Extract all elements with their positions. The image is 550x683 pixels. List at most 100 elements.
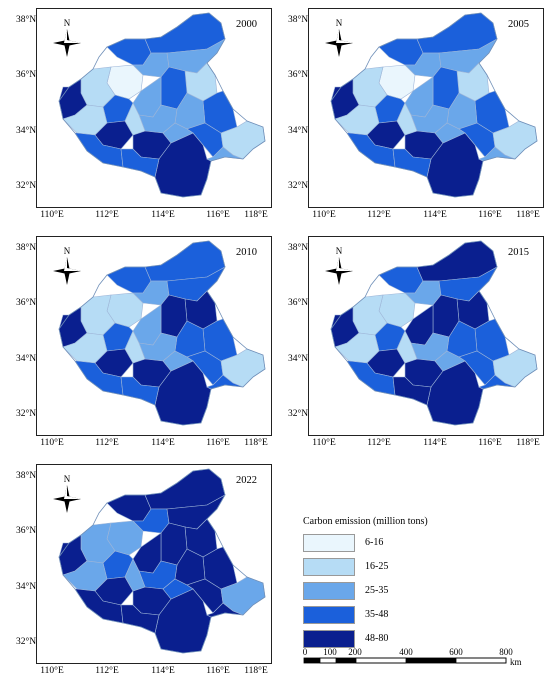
latitude-label: 38°N: [288, 15, 309, 25]
legend-label: 35-48: [365, 609, 389, 620]
svg-text:N: N: [64, 246, 71, 256]
longitude-label: 118°E: [516, 210, 540, 220]
region: [434, 122, 466, 144]
region: [106, 38, 152, 66]
latitude-label: 34°N: [16, 582, 37, 592]
legend-label: 25-35: [365, 585, 389, 596]
scale-label: 600: [449, 647, 463, 657]
latitude-label: 38°N: [16, 471, 37, 481]
longitude-label: 110°E: [40, 666, 64, 676]
legend-title: Carbon emission (million tons): [303, 516, 428, 527]
latitude-label: 36°N: [16, 70, 37, 80]
longitude-label: 114°E: [151, 666, 175, 676]
legend-item: 48-80: [303, 630, 503, 648]
region: [106, 494, 152, 522]
north-arrow-icon: N: [45, 17, 89, 63]
legend-item: 35-48: [303, 606, 503, 624]
year-label: 2005: [508, 19, 529, 30]
year-label: 2010: [236, 247, 257, 258]
longitude-label: 112°E: [95, 666, 119, 676]
longitude-label: 116°E: [206, 666, 230, 676]
scale-label: 0: [302, 647, 308, 657]
longitude-label: 118°E: [516, 438, 540, 448]
map-frame: N 2000: [36, 8, 272, 208]
latitude-label: 38°N: [16, 15, 37, 25]
scale-label: 200: [348, 647, 362, 657]
map-frame: N 2015: [308, 236, 544, 436]
latitude-label: 32°N: [288, 181, 309, 191]
svg-text:N: N: [64, 474, 71, 484]
longitude-label: 112°E: [367, 438, 391, 448]
map-panel-2005: N 2005 38°N 36°N 34°N 32°N 110°E 112°E 114°E 116°…: [288, 8, 545, 226]
year-label: 2022: [236, 475, 257, 486]
latitude-label: 34°N: [288, 354, 309, 364]
region: [162, 350, 194, 372]
longitude-label: 116°E: [206, 210, 230, 220]
map-panel-2015: N 2015 38°N 36°N 34°N 32°N 110°E 112°E 114°E 116°…: [288, 236, 545, 454]
north-arrow-icon: N: [317, 245, 361, 291]
legend-label: 48-80: [365, 633, 389, 644]
year-label: 2000: [236, 19, 257, 30]
legend-item: 6-16: [303, 534, 503, 552]
region: [124, 102, 146, 136]
svg-text:N: N: [336, 246, 343, 256]
scale-bar-graphic: [303, 657, 507, 664]
map-frame: N 2010: [36, 236, 272, 436]
legend-label: 16-25: [365, 561, 389, 572]
region: [162, 578, 194, 600]
scale-unit: km: [510, 657, 522, 667]
longitude-label: 116°E: [206, 438, 230, 448]
legend-swatch: [303, 606, 355, 624]
longitude-label: 118°E: [244, 210, 268, 220]
map-panel-2010: N 2010 38°N 36°N 34°N 32°N 110°E 112°E 114°E 116°…: [16, 236, 273, 454]
north-arrow-icon: N: [45, 245, 89, 291]
longitude-label: 118°E: [244, 666, 268, 676]
longitude-label: 114°E: [423, 438, 447, 448]
svg-text:N: N: [336, 18, 343, 28]
legend-item: 25-35: [303, 582, 503, 600]
legend-swatch: [303, 558, 355, 576]
longitude-label: 118°E: [244, 438, 268, 448]
region: [124, 558, 146, 592]
longitude-label: 116°E: [478, 438, 502, 448]
latitude-label: 38°N: [16, 243, 37, 253]
latitude-label: 36°N: [16, 298, 37, 308]
region: [106, 266, 152, 294]
latitude-label: 32°N: [16, 637, 37, 647]
latitude-label: 32°N: [16, 409, 37, 419]
longitude-label: 114°E: [423, 210, 447, 220]
longitude-label: 110°E: [312, 210, 336, 220]
latitude-label: 34°N: [16, 126, 37, 136]
region: [124, 330, 146, 364]
longitude-label: 110°E: [312, 438, 336, 448]
legend-swatch: [303, 630, 355, 648]
legend-item: 16-25: [303, 558, 503, 576]
latitude-label: 32°N: [16, 181, 37, 191]
longitude-label: 112°E: [367, 210, 391, 220]
latitude-label: 34°N: [288, 126, 309, 136]
latitude-label: 36°N: [288, 70, 309, 80]
map-panel-2000: N 2000 38°N 36°N 34°N 32°N 110°E 112°E 114°E 116°…: [16, 8, 273, 226]
longitude-label: 110°E: [40, 438, 64, 448]
region: [434, 350, 466, 372]
longitude-label: 114°E: [151, 210, 175, 220]
map-frame: N 2005: [308, 8, 544, 208]
region: [396, 330, 418, 364]
map-panel-2022: N 2022 38°N 36°N 34°N 32°N 110°E 112°E 114°E 116°…: [16, 464, 273, 682]
legend-swatch: [303, 534, 355, 552]
longitude-label: 112°E: [95, 210, 119, 220]
latitude-label: 34°N: [16, 354, 37, 364]
scale-label: 400: [399, 647, 413, 657]
legend: Carbon emission (million tons) 6-16 16-2…: [303, 516, 533, 676]
region: [378, 266, 424, 294]
latitude-label: 38°N: [288, 243, 309, 253]
longitude-label: 110°E: [40, 210, 64, 220]
svg-text:N: N: [64, 18, 71, 28]
scale-bar: 0 100 200 400 600 800 km: [303, 647, 543, 677]
region: [162, 122, 194, 144]
legend-swatch: [303, 582, 355, 600]
north-arrow-icon: N: [45, 473, 89, 519]
latitude-label: 32°N: [288, 409, 309, 419]
longitude-label: 116°E: [478, 210, 502, 220]
longitude-label: 112°E: [95, 438, 119, 448]
